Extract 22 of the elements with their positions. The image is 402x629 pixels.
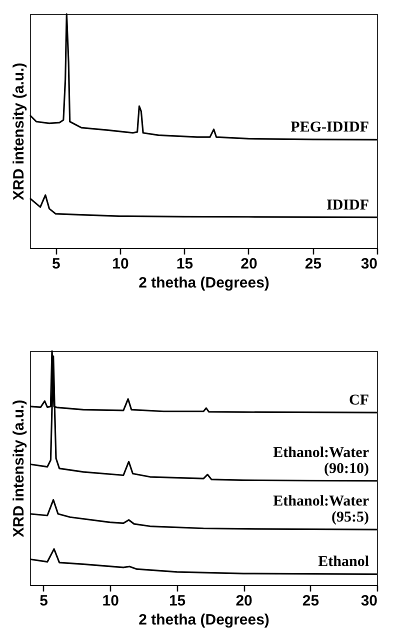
x-tick-label: 10 [112, 256, 129, 272]
series-label: Ethanol [318, 554, 369, 570]
x-axis-title: 2 thetha (Degrees) [138, 612, 270, 628]
series-label: CF [349, 392, 369, 409]
x-axis-title: 2 thetha (Degrees) [138, 274, 270, 292]
x-tick-label: 15 [168, 592, 186, 610]
y-axis-title: XRD intensity (a.u.) [10, 62, 28, 200]
series-label: Ethanol:Water (95:5) [273, 494, 370, 526]
x-tick-label: 5 [40, 592, 48, 610]
x-tick-label: 10 [102, 592, 119, 610]
x-tick-label: 5 [52, 256, 60, 272]
series-label: Ethanol:Water (90:10) [273, 444, 370, 477]
x-tick-label: 25 [302, 592, 320, 610]
series-label: IDIDF [326, 197, 369, 214]
x-tick-label: 15 [176, 256, 194, 272]
x-tick-label: 20 [240, 256, 258, 272]
x-tick-label: 25 [304, 256, 322, 272]
x-tick-label: 30 [360, 592, 378, 610]
x-tick-label: 30 [360, 256, 378, 272]
series-label: PEG-IDIDF [290, 120, 369, 136]
x-tick-label: 20 [236, 592, 252, 610]
y-axis-title: XRD intensity (a.u.) [10, 400, 28, 538]
